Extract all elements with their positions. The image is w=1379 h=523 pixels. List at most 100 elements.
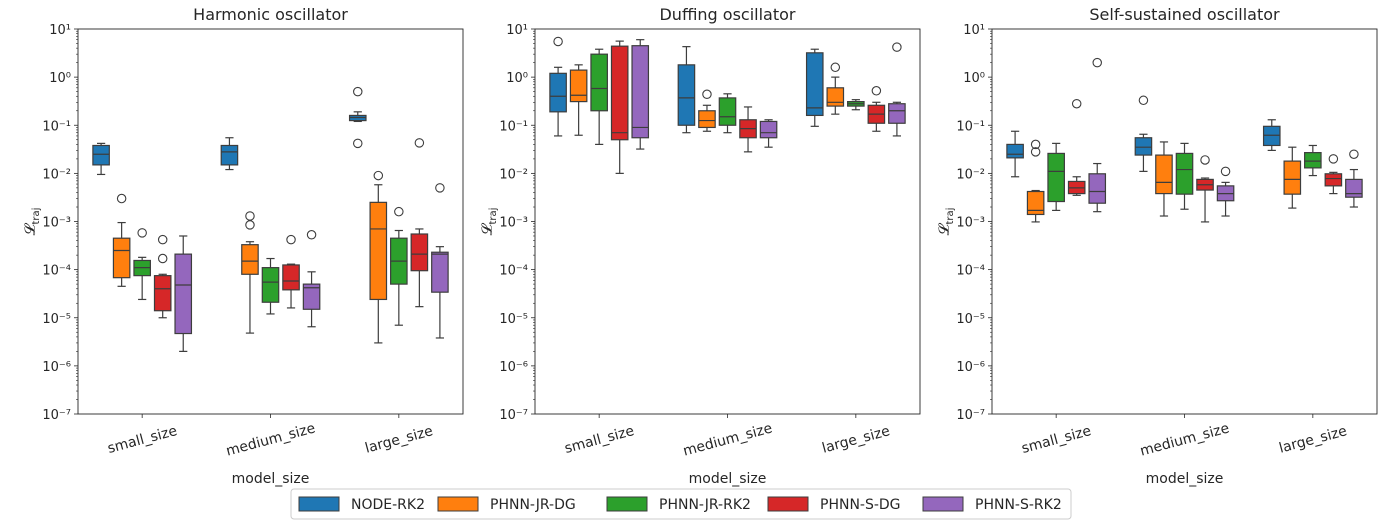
box-phnn-jr-dg: [369, 170, 388, 344]
box-phnn-jr-rk2: [1047, 142, 1065, 212]
iqr-box: [153, 275, 172, 312]
box-phnn-s-dg: [1067, 98, 1086, 196]
box-phnn-s-dg: [739, 106, 757, 153]
box-node-rk2: [92, 142, 110, 176]
y-tick-label: 10⁻²: [956, 167, 985, 182]
outlier-point: [830, 62, 841, 73]
iqr-box: [1345, 178, 1363, 198]
y-tick-label: 10¹: [506, 23, 528, 38]
box-phnn-jr-dg: [569, 64, 588, 136]
legend-swatch: [922, 496, 964, 512]
x-tick-label: small_size: [106, 423, 179, 457]
box-node-rk2: [805, 48, 824, 127]
y-tick-label: 10⁻⁵: [499, 312, 528, 327]
box-node-rk2: [1134, 95, 1153, 172]
y-tick-label: 10⁰: [963, 71, 985, 86]
legend-swatch: [606, 496, 648, 512]
plot-frame: [991, 28, 1378, 415]
iqr-box: [1047, 152, 1065, 203]
y-tick-label: 10⁻⁴: [499, 264, 528, 279]
iqr-box: [677, 64, 696, 126]
y-tick-label: 10⁰: [49, 71, 71, 86]
box-phnn-s-rk2: [174, 235, 193, 352]
chart-title: Duffing oscillator: [659, 5, 795, 24]
y-tick-label: 10⁻³: [499, 216, 528, 231]
iqr-box: [1155, 154, 1173, 195]
y-tick-label: 10⁻³: [956, 216, 985, 231]
iqr-box: [1324, 173, 1343, 187]
box-phnn-s-dg: [282, 234, 300, 309]
box-phnn-s-dg: [153, 234, 172, 319]
outlier-point: [435, 183, 445, 193]
outlier-point: [353, 138, 363, 149]
box-phnn-jr-dg: [826, 62, 845, 115]
outlier-point: [245, 211, 255, 221]
y-axis-label: 𝓛traj: [935, 208, 956, 236]
iqr-box: [1304, 152, 1322, 169]
outlier-point: [414, 138, 425, 148]
legend: NODE-RK2 PHNN-JR-DG PHNN-JR-RK2 PHNN-S-D…: [290, 488, 1072, 520]
x-tick-label: medium_size: [681, 420, 774, 459]
iqr-box: [549, 72, 567, 113]
y-tick-label: 10¹: [963, 23, 985, 38]
x-tick-label: large_size: [1277, 423, 1348, 456]
outlier-point: [1200, 155, 1210, 165]
x-axis-label: model_size: [232, 471, 310, 487]
chart-panel: Duffing oscillator 10⁻⁷ 10⁻⁶ 10⁻⁵ 10⁻⁴ 10⁻³ 10…: [478, 5, 921, 487]
box-phnn-jr-rk2: [847, 99, 865, 111]
outlier-point: [157, 253, 168, 264]
outlier-point: [702, 89, 712, 100]
y-tick-label: 10⁻³: [42, 216, 71, 231]
outlier-point: [1138, 95, 1149, 106]
y-tick-label: 10⁻¹: [42, 119, 71, 134]
chart-panel: Harmonic oscillator 10⁻⁷ 10⁻⁶ 10⁻⁵ 10⁻⁴ 10⁻³ 1…: [21, 5, 464, 487]
box-phnn-jr-dg: [241, 211, 259, 334]
iqr-box: [759, 120, 778, 139]
outlier-point: [286, 234, 296, 245]
chart-title: Harmonic oscillator: [193, 5, 348, 24]
box-node-rk2: [348, 86, 367, 149]
box-phnn-s-dg: [610, 40, 629, 174]
y-tick-label: 10⁻⁶: [42, 360, 71, 375]
legend-entry: PHNN-S-DG: [767, 496, 901, 513]
iqr-box: [1006, 143, 1024, 159]
x-tick-label: small_size: [563, 423, 636, 457]
box-phnn-s-dg: [410, 138, 429, 308]
box-phnn-jr-dg: [112, 193, 131, 287]
y-tick-label: 10⁻¹: [956, 119, 985, 134]
box-phnn-jr-rk2: [1304, 144, 1322, 177]
outlier-point: [373, 170, 384, 181]
y-tick-label: 10⁻²: [499, 167, 528, 182]
box-phnn-s-rk2: [888, 42, 906, 137]
outlier-point: [871, 86, 882, 96]
y-tick-label: 10⁻¹: [499, 119, 528, 134]
y-tick-label: 10⁻⁵: [956, 312, 985, 327]
box-phnn-jr-rk2: [261, 257, 280, 315]
iqr-box: [610, 45, 629, 141]
box-node-rk2: [1262, 119, 1281, 152]
y-tick-label: 10⁻⁴: [956, 264, 985, 279]
iqr-box: [631, 45, 650, 139]
y-tick-label: 10¹: [49, 23, 71, 38]
legend-label: PHNN-JR-DG: [490, 497, 576, 513]
x-tick-label: medium_size: [224, 420, 317, 459]
outlier-point: [1328, 154, 1339, 164]
box-phnn-s-rk2: [631, 39, 650, 150]
outlier-point: [553, 36, 563, 47]
box-node-rk2: [549, 36, 567, 137]
outlier-point: [1349, 149, 1359, 159]
box-phnn-jr-dg: [1283, 146, 1302, 209]
y-tick-label: 10⁻⁴: [42, 264, 71, 279]
box-phnn-s-dg: [867, 86, 886, 132]
iqr-box: [1262, 125, 1281, 147]
iqr-box: [826, 87, 845, 107]
outlier-point: [306, 230, 317, 240]
iqr-box: [1026, 190, 1045, 216]
box-phnn-jr-dg: [1026, 139, 1045, 223]
outlier-point: [1030, 147, 1041, 157]
box-node-rk2: [1006, 130, 1024, 178]
plot-frame: [534, 28, 921, 415]
x-tick-label: large_size: [363, 423, 434, 456]
y-tick-label: 10⁻⁶: [499, 360, 528, 375]
